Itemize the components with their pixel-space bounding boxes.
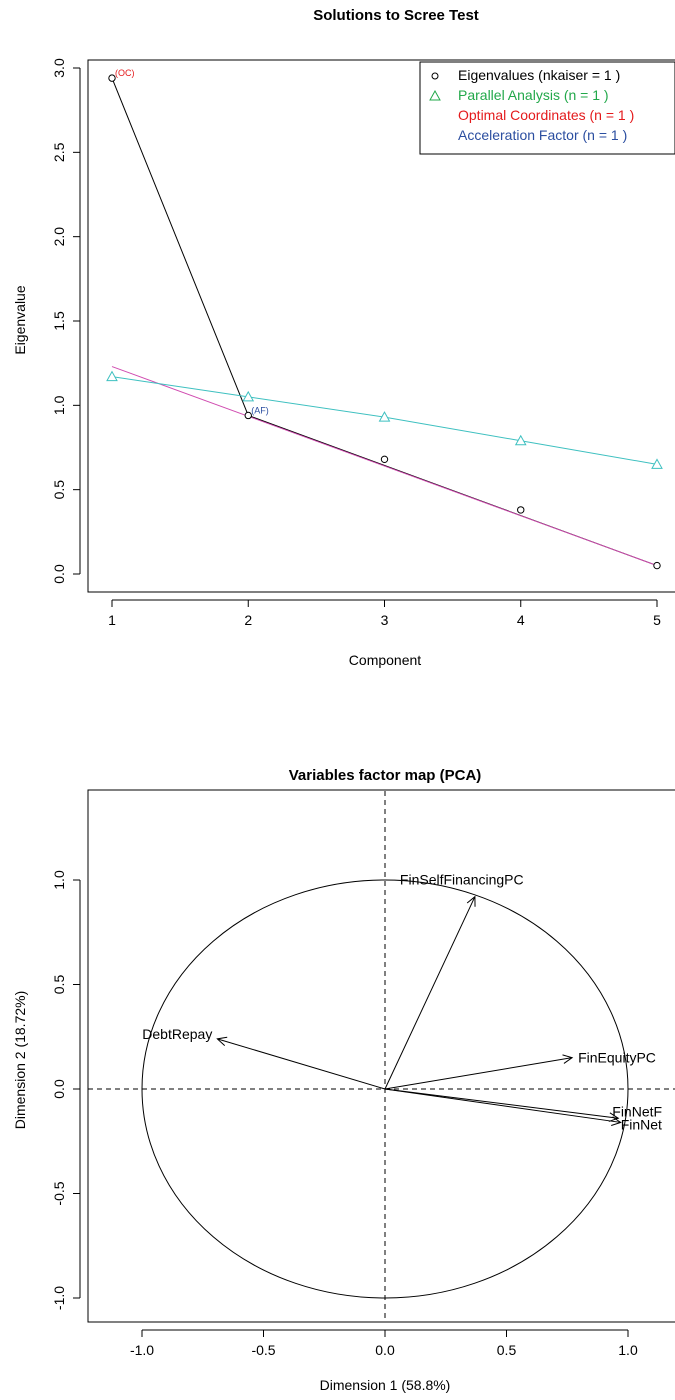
legend-triangle-icon	[429, 89, 441, 101]
pca-variable-label: FinNet	[621, 1116, 662, 1132]
scree-annotation: (AF)	[251, 405, 269, 415]
scree-y-tick-label: 1.5	[51, 311, 67, 331]
scree-legend-entry: Optimal Coordinates (n = 1 )	[458, 107, 634, 123]
scree-x-tick-label: 5	[653, 612, 661, 628]
scree-eigen-point	[108, 74, 116, 82]
pca-variable-label: FinNetF	[612, 1103, 662, 1119]
scree-y-tick-label: 2.0	[51, 227, 67, 247]
pca-arrow-line	[384, 896, 476, 1090]
pca-arrowhead	[611, 1116, 622, 1126]
scree-y-tick-label: 3.0	[51, 58, 67, 78]
pca-body: FinSelfFinancingPC DebtRepay FinEquityPC Fi…	[88, 791, 675, 1321]
scree-fit-line	[111, 366, 658, 567]
scree-eigen-point	[380, 455, 389, 464]
scree-x-tick-label: 1	[108, 612, 116, 628]
scree-y-tick-label: 0.5	[51, 480, 67, 500]
pca-y-tick-label: -1.0	[51, 1286, 67, 1310]
scree-x-tick-label: 2	[244, 612, 252, 628]
scree-plot-frame	[87, 59, 675, 593]
pca-arrowhead	[562, 1054, 574, 1064]
scree-x-tick-label: 4	[517, 612, 525, 628]
scree-plot: Solutions to Scree Test 1 2 3 4 5 0.0 0.5 1.0 1.…	[12, 7, 675, 668]
scree-parallel-point	[106, 370, 118, 382]
scree-points: (OC) (AF)	[106, 68, 663, 570]
scree-legend-entry: Parallel Analysis (n = 1 )	[458, 87, 609, 103]
scree-x-axis-label: Component	[349, 652, 421, 668]
pca-variable-label: DebtRepay	[142, 1026, 212, 1042]
pca-y-tick-label: 0.5	[51, 975, 67, 995]
scree-y-tick-label: 2.5	[51, 142, 67, 162]
scree-legend: Eigenvalues (nkaiser = 1 ) Parallel Analy…	[419, 61, 675, 155]
pca-y-tick-label: 1.0	[51, 870, 67, 890]
pca-arrow-line	[217, 1038, 386, 1090]
scree-x-tick-label: 3	[381, 612, 389, 628]
pca-arrowhead	[466, 895, 476, 907]
pca-arrow-line	[384, 1057, 573, 1090]
scree-eigen-point	[244, 411, 252, 420]
pca-plot: Variables factor map (PCA) -1.0 -0.5 0.0 0.…	[12, 767, 675, 1393]
scree-parallel-point	[651, 458, 663, 469]
pca-y-tick-label: 0.0	[51, 1079, 67, 1099]
pca-variable-label: FinEquityPC	[578, 1050, 656, 1066]
scree-y-axis-label: Eigenvalue	[12, 285, 28, 354]
pca-axes: -1.0 -0.5 0.0 0.5 1.0 -1.0 -0.5 0.0 0.5 1.0	[51, 870, 638, 1358]
pca-x-tick-label: 0.0	[375, 1342, 395, 1358]
scree-eigen-point	[653, 561, 661, 570]
legend-circle-icon	[431, 72, 439, 80]
scree-legend-box	[419, 61, 675, 155]
pca-x-tick-label: 0.5	[497, 1342, 517, 1358]
pca-x-axis-label: Dimension 1 (58.8%)	[320, 1377, 451, 1393]
scree-y-tick-label: 0.0	[51, 564, 67, 584]
pca-y-axis-label: Dimension 2 (18.72%)	[12, 991, 28, 1130]
scree-y-tick-label: 1.0	[51, 395, 67, 415]
pca-arrow-line	[384, 1088, 621, 1123]
pca-title: Variables factor map (PCA)	[289, 767, 482, 784]
scree-legend-entry: Eigenvalues (nkaiser = 1 )	[458, 67, 620, 83]
scree-oc-line	[111, 77, 249, 416]
pca-arrow-line	[384, 1088, 619, 1119]
scree-axes: 1 2 3 4 5 0.0 0.5 1.0 1.5 2.0 2.5 3.0	[51, 58, 661, 628]
scree-lines	[111, 77, 658, 567]
scree-legend-entry: Acceleration Factor (n = 1 )	[458, 127, 627, 143]
pca-x-tick-label: -0.5	[251, 1342, 275, 1358]
scree-annotation: (OC)	[115, 68, 135, 78]
scree-parallel-point	[242, 390, 255, 402]
scree-parallel-point	[514, 434, 527, 446]
pca-x-tick-label: 1.0	[618, 1342, 638, 1358]
pca-arrowhead	[216, 1036, 228, 1046]
pca-x-tick-label: -1.0	[130, 1342, 154, 1358]
scree-title: Solutions to Scree Test	[313, 7, 479, 24]
pca-y-tick-label: -0.5	[51, 1181, 67, 1205]
pca-arrowhead	[608, 1112, 620, 1122]
pca-plot-frame	[87, 789, 675, 1323]
scree-parallel-point	[378, 411, 391, 422]
pca-variable-label: FinSelfFinancingPC	[400, 872, 524, 888]
scree-eigen-point	[517, 506, 525, 514]
